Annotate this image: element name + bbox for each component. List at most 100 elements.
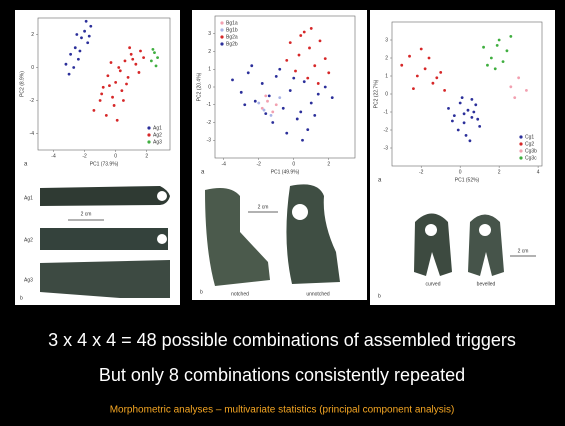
y-tick-label: -1 [207, 102, 212, 108]
point [301, 138, 304, 142]
point [318, 39, 322, 43]
x-tick-label: 0 [292, 161, 295, 167]
point [330, 96, 334, 100]
x-tick-label: 4 [537, 169, 540, 175]
point [460, 96, 464, 99]
point [323, 57, 327, 60]
point [87, 34, 91, 38]
point [131, 57, 135, 61]
point [122, 99, 125, 102]
point [269, 114, 273, 117]
legend-label: Cg1 [525, 134, 534, 140]
point [274, 103, 278, 107]
panel-label: a [24, 162, 28, 168]
y-tick-label: 2 [385, 55, 388, 61]
point [101, 85, 105, 89]
y-tick-label: 2 [208, 49, 211, 55]
x-axis-title: PC1 (73.9%) [90, 161, 119, 167]
point [80, 36, 83, 40]
caption: Morphometric analyses – multivariate sta… [110, 405, 455, 416]
photo [205, 184, 340, 286]
point [154, 64, 158, 68]
point [106, 74, 110, 78]
panel-label: a [378, 178, 382, 184]
point [262, 108, 266, 112]
point [260, 82, 264, 85]
point [271, 121, 275, 124]
point [452, 114, 456, 117]
point [86, 41, 90, 45]
legend-label: Bg1b [226, 27, 238, 33]
point [69, 52, 73, 56]
y-tick-label: -2 [384, 127, 389, 133]
y-axis-title: PC2 (20.4%) [196, 72, 202, 101]
y-tick-label: 1 [385, 73, 388, 79]
panel-label: b [378, 293, 381, 299]
photo-item-label: curved [425, 281, 440, 287]
point [474, 103, 478, 107]
point [299, 34, 303, 37]
point [123, 59, 127, 63]
legend-swatch [147, 133, 151, 137]
point [495, 44, 499, 47]
point [281, 106, 285, 110]
point [84, 19, 88, 23]
point [299, 110, 303, 114]
point [250, 64, 254, 68]
point [294, 69, 297, 73]
point [466, 108, 470, 112]
point [137, 71, 141, 74]
point [246, 71, 250, 75]
legend-swatch [519, 135, 523, 139]
legend-swatch [519, 142, 523, 146]
point [118, 69, 122, 73]
point [134, 62, 138, 66]
y-tick-label: 0 [385, 91, 388, 97]
point [470, 116, 474, 119]
point [129, 52, 133, 56]
x-tick-label: 0 [459, 169, 462, 175]
x-tick-label: -2 [419, 169, 424, 175]
point [67, 72, 71, 76]
point [114, 80, 118, 84]
point [316, 82, 320, 85]
y-tick-label: 1 [208, 67, 211, 73]
point [92, 109, 96, 112]
x-tick-label: -4 [51, 153, 56, 159]
plot-frame [37, 17, 171, 151]
point [139, 49, 142, 53]
point [111, 95, 114, 99]
panel-label: b [200, 289, 203, 295]
point [431, 81, 435, 85]
point [126, 76, 130, 79]
legend-swatch [220, 28, 224, 32]
point [75, 33, 79, 36]
point [100, 92, 104, 96]
point [253, 99, 257, 103]
legend-swatch [147, 140, 151, 144]
point [443, 89, 446, 92]
point [462, 112, 466, 116]
x-tick-label: 2 [327, 161, 330, 167]
y-tick-label: 2 [31, 32, 34, 38]
point [308, 46, 311, 50]
legend-swatch [519, 149, 523, 153]
point [64, 62, 68, 66]
legend-label: Cg3c [525, 155, 537, 161]
point [292, 76, 296, 80]
legend-swatch [220, 21, 224, 25]
point [271, 110, 275, 114]
point [285, 58, 289, 62]
slide-text: But only 8 combinations consistently rep… [99, 365, 465, 385]
point [257, 101, 261, 105]
panel-label: b [20, 295, 23, 301]
point [266, 99, 269, 103]
y-tick-label: -1 [384, 109, 389, 115]
scale-label: 2 cm [518, 248, 529, 254]
x-tick-label: 2 [145, 153, 148, 159]
point [323, 85, 327, 89]
point [415, 74, 419, 78]
point [513, 96, 517, 99]
point [476, 117, 480, 121]
panel [15, 10, 180, 305]
